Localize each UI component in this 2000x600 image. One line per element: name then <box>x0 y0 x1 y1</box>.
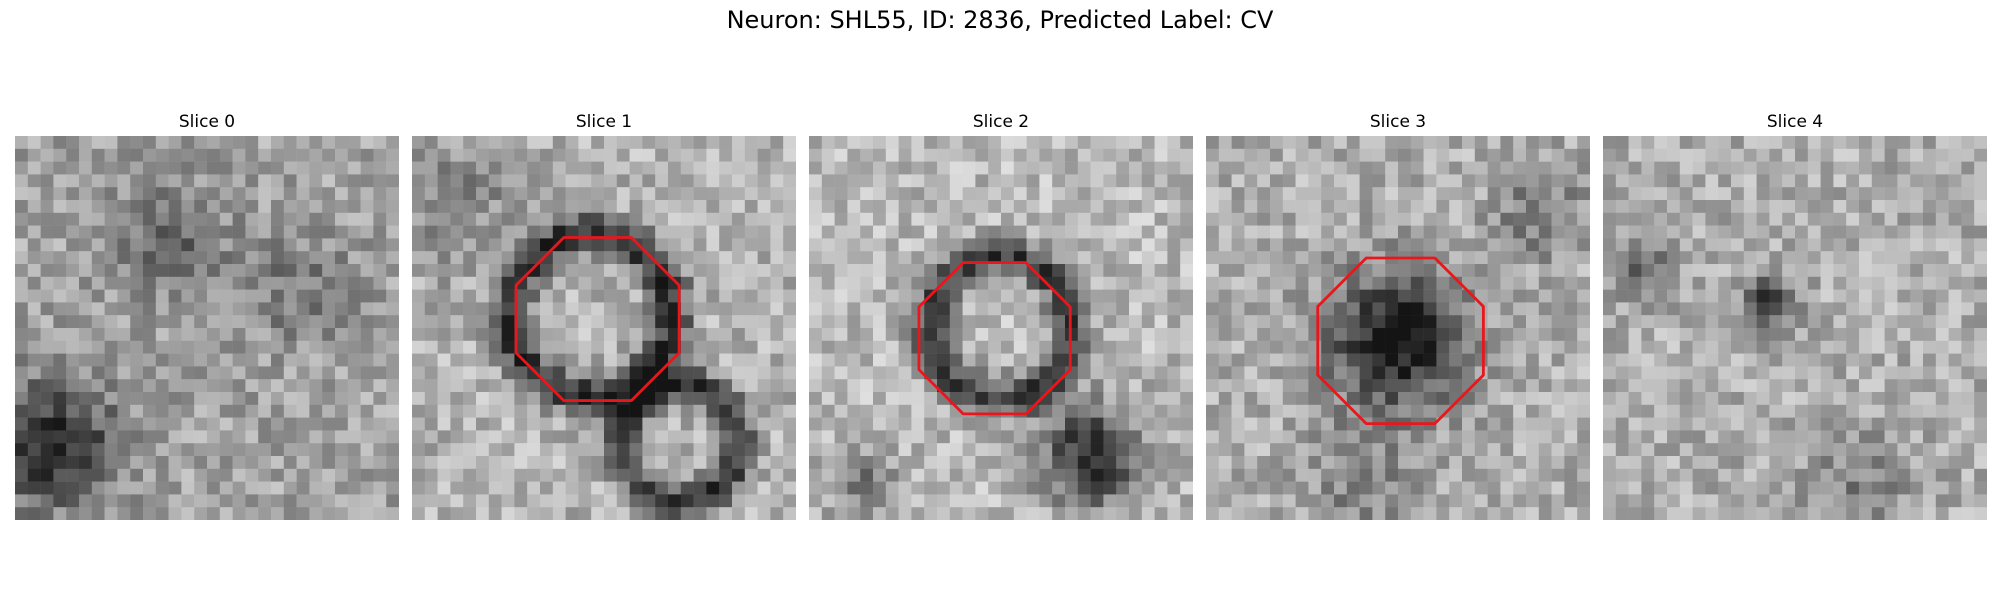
slice-title: Slice 1 <box>575 112 633 132</box>
figure-title: Neuron: SHL55, ID: 2836, Predicted Label… <box>726 6 1274 34</box>
slice-panel-1: Slice 1 <box>412 108 796 520</box>
slice-image <box>1603 136 1987 520</box>
segmentation-contour <box>514 236 681 402</box>
slice-title: Slice 0 <box>178 112 236 132</box>
slice-image <box>1206 136 1590 520</box>
slice-panel-4: Slice 4 <box>1603 108 1987 520</box>
slice-panel-0: Slice 0 <box>15 108 399 520</box>
slice-title: Slice 3 <box>1369 112 1427 132</box>
segmentation-contour <box>917 261 1072 416</box>
slice-image <box>412 136 796 520</box>
segmentation-contour <box>1316 256 1485 426</box>
slice-title: Slice 2 <box>972 112 1030 132</box>
slice-title: Slice 4 <box>1766 112 1824 132</box>
slice-panel-2: Slice 2 <box>809 108 1193 520</box>
slice-image <box>809 136 1193 520</box>
slice-image <box>15 136 399 520</box>
slice-panel-3: Slice 3 <box>1206 108 1590 520</box>
